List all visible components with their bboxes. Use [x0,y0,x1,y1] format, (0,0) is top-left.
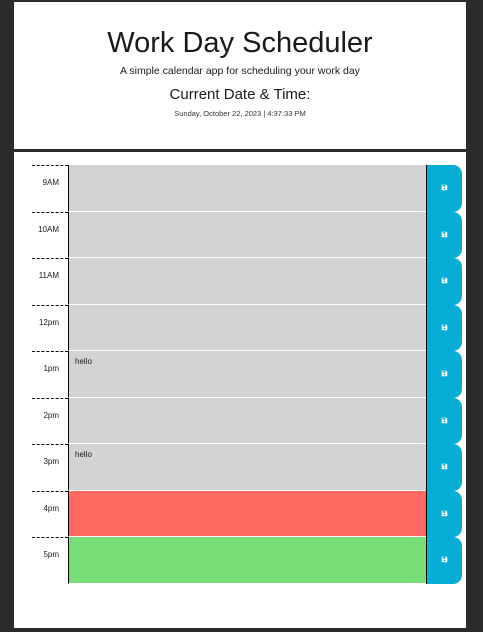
time-block-row: 4pm [32,490,463,538]
header: Work Day Scheduler A simple calendar app… [14,2,466,152]
save-button[interactable] [426,397,462,444]
hour-label: 1pm [32,351,68,398]
hour-label: 4pm [32,490,68,538]
event-textarea[interactable] [68,397,426,444]
hour-label: 3pm [32,444,68,491]
save-button[interactable] [426,211,462,258]
hour-label: 5pm [32,537,68,584]
floppy-disk-icon [441,184,448,191]
event-textarea[interactable]: hello [68,444,426,491]
save-button[interactable] [426,304,462,351]
time-block-row: 1pm hello [32,351,463,398]
time-block-row: 2pm [32,397,463,445]
time-block-row: 5pm [32,537,463,584]
save-button[interactable] [426,444,462,491]
event-textarea[interactable]: hello [68,351,426,398]
floppy-disk-icon [441,324,448,330]
floppy-disk-icon [441,417,448,423]
time-block-row: 11AM [32,258,463,305]
save-button[interactable] [426,351,462,398]
floppy-disk-icon [441,231,448,237]
hour-label: 9AM [32,165,68,212]
event-textarea[interactable] [68,165,426,212]
time-blocks: 9AM 10AM 11AM 12pm [32,165,463,584]
hour-label: 12pm [32,304,68,352]
floppy-disk-icon [441,277,448,284]
page: Work Day Scheduler A simple calendar app… [14,2,466,628]
hour-label-text: 12pm [38,317,59,327]
hour-label-text: 10AM [38,224,59,234]
time-block-row: 3pm hello [32,444,463,491]
current-datetime-label: Current Date & Time: [169,86,311,103]
floppy-disk-icon [441,463,448,470]
time-block-row: 9AM [32,165,463,212]
save-button[interactable] [426,490,462,537]
hour-label-text: 1pm [43,364,59,373]
event-textarea[interactable] [68,258,426,305]
current-datetime-value: Sunday, October 22, 2023 | 4:37:33 PM [174,109,306,118]
save-button[interactable] [426,258,462,305]
event-textarea[interactable] [68,537,426,584]
event-textarea[interactable] [68,211,426,258]
save-button[interactable] [426,537,462,584]
floppy-disk-icon [441,556,448,563]
hour-label: 2pm [32,397,68,445]
page-subtitle: A simple calendar app for scheduling you… [120,65,360,77]
hour-label-text: 9AM [42,178,59,187]
time-block-row: 10AM [32,211,463,259]
hour-label-text: 11AM [38,271,59,280]
hour-label-text: 3pm [43,457,59,466]
floppy-disk-icon [441,370,448,377]
floppy-disk-icon [441,510,448,516]
event-textarea[interactable] [68,304,426,351]
hour-label-text: 2pm [43,410,59,420]
save-button[interactable] [426,165,462,212]
event-textarea[interactable] [68,490,426,537]
hour-label-text: 4pm [43,503,59,513]
time-block-row: 12pm [32,304,463,352]
hour-label: 10AM [32,211,68,259]
page-title: Work Day Scheduler [107,27,373,59]
hour-label: 11AM [32,258,68,305]
hour-label-text: 5pm [43,550,59,559]
